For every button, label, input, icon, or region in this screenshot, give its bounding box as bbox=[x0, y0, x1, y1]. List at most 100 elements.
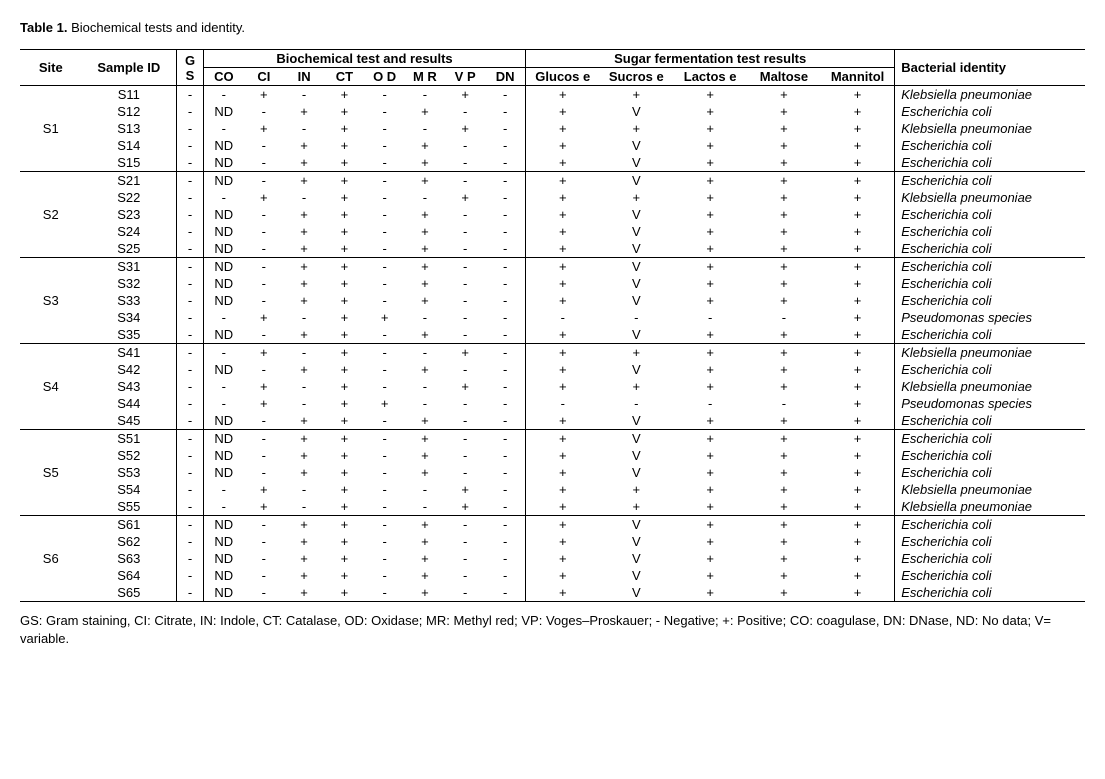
ci-cell: - bbox=[244, 550, 284, 567]
ci-cell: - bbox=[244, 137, 284, 154]
man-cell: + bbox=[821, 447, 895, 464]
ct-cell: + bbox=[324, 206, 364, 223]
suc-cell: - bbox=[599, 395, 673, 412]
table-row: S25-ND-++-+--+V+++Escherichia coli bbox=[20, 240, 1085, 258]
lac-cell: + bbox=[673, 275, 747, 292]
ct-cell: + bbox=[324, 533, 364, 550]
table-row: S54--+-+--+-+++++Klebsiella pneumoniae bbox=[20, 481, 1085, 498]
co-cell: ND bbox=[203, 258, 243, 276]
co-cell: - bbox=[203, 120, 243, 137]
lac-cell: + bbox=[673, 412, 747, 430]
gs-cell: - bbox=[177, 516, 204, 534]
col-sucrose: Sucros e bbox=[599, 68, 673, 86]
table-footnote: GS: Gram staining, CI: Citrate, IN: Indo… bbox=[20, 612, 1085, 647]
gs-cell: - bbox=[177, 172, 204, 190]
mr-cell: - bbox=[405, 309, 445, 326]
dn-cell: - bbox=[485, 240, 525, 258]
ci-cell: - bbox=[244, 275, 284, 292]
ct-cell: + bbox=[324, 326, 364, 344]
identity-cell: Escherichia coli bbox=[895, 240, 1085, 258]
mal-cell: + bbox=[747, 206, 821, 223]
lac-cell: + bbox=[673, 516, 747, 534]
table-row: S44--+-++-------+Pseudomonas species bbox=[20, 395, 1085, 412]
dn-cell: - bbox=[485, 516, 525, 534]
identity-cell: Escherichia coli bbox=[895, 567, 1085, 584]
mr-cell: + bbox=[405, 137, 445, 154]
mr-cell: + bbox=[405, 172, 445, 190]
sample-id-cell: S55 bbox=[82, 498, 177, 516]
od-cell: - bbox=[365, 430, 405, 448]
mr-cell: - bbox=[405, 189, 445, 206]
sample-id-cell: S23 bbox=[82, 206, 177, 223]
suc-cell: V bbox=[599, 275, 673, 292]
in-cell: + bbox=[284, 275, 324, 292]
mr-cell: + bbox=[405, 464, 445, 481]
co-cell: - bbox=[203, 378, 243, 395]
ct-cell: + bbox=[324, 447, 364, 464]
ct-cell: + bbox=[324, 567, 364, 584]
identity-cell: Klebsiella pneumoniae bbox=[895, 344, 1085, 362]
suc-cell: + bbox=[599, 86, 673, 104]
vp-cell: - bbox=[445, 533, 485, 550]
ci-cell: + bbox=[244, 344, 284, 362]
ci-cell: - bbox=[244, 430, 284, 448]
od-cell: - bbox=[365, 292, 405, 309]
suc-cell: + bbox=[599, 498, 673, 516]
mr-cell: + bbox=[405, 533, 445, 550]
ci-cell: - bbox=[244, 516, 284, 534]
gs-cell: - bbox=[177, 103, 204, 120]
dn-cell: - bbox=[485, 86, 525, 104]
suc-cell: V bbox=[599, 447, 673, 464]
lac-cell: + bbox=[673, 103, 747, 120]
mr-cell: - bbox=[405, 395, 445, 412]
vp-cell: + bbox=[445, 86, 485, 104]
co-cell: - bbox=[203, 344, 243, 362]
sample-id-cell: S63 bbox=[82, 550, 177, 567]
dn-cell: - bbox=[485, 103, 525, 120]
table-row: S13--+-+--+-+++++Klebsiella pneumoniae bbox=[20, 120, 1085, 137]
man-cell: + bbox=[821, 378, 895, 395]
table-caption: Table 1. Biochemical tests and identity. bbox=[20, 20, 1085, 35]
identity-cell: Escherichia coli bbox=[895, 550, 1085, 567]
identity-cell: Klebsiella pneumoniae bbox=[895, 498, 1085, 516]
man-cell: + bbox=[821, 584, 895, 602]
glu-cell: + bbox=[526, 361, 600, 378]
vp-cell: + bbox=[445, 481, 485, 498]
mal-cell: + bbox=[747, 258, 821, 276]
site-cell: S1 bbox=[20, 86, 82, 172]
ct-cell: + bbox=[324, 361, 364, 378]
ct-cell: + bbox=[324, 292, 364, 309]
dn-cell: - bbox=[485, 584, 525, 602]
gs-cell: - bbox=[177, 154, 204, 172]
in-cell: + bbox=[284, 533, 324, 550]
suc-cell: + bbox=[599, 120, 673, 137]
dn-cell: - bbox=[485, 412, 525, 430]
od-cell: - bbox=[365, 206, 405, 223]
in-cell: + bbox=[284, 240, 324, 258]
table-row: S15-ND-++-+--+V+++Escherichia coli bbox=[20, 154, 1085, 172]
vp-cell: - bbox=[445, 516, 485, 534]
od-cell: - bbox=[365, 550, 405, 567]
table-row: S2S21-ND-++-+--+V+++Escherichia coli bbox=[20, 172, 1085, 190]
mr-cell: - bbox=[405, 481, 445, 498]
col-group-biochem: Biochemical test and results bbox=[203, 50, 525, 68]
sample-id-cell: S12 bbox=[82, 103, 177, 120]
co-cell: ND bbox=[203, 172, 243, 190]
co-cell: - bbox=[203, 309, 243, 326]
vp-cell: - bbox=[445, 395, 485, 412]
ct-cell: + bbox=[324, 498, 364, 516]
sample-id-cell: S54 bbox=[82, 481, 177, 498]
sample-id-cell: S11 bbox=[82, 86, 177, 104]
gs-cell: - bbox=[177, 412, 204, 430]
mr-cell: + bbox=[405, 361, 445, 378]
ct-cell: + bbox=[324, 412, 364, 430]
ci-cell: - bbox=[244, 584, 284, 602]
identity-cell: Pseudomonas species bbox=[895, 309, 1085, 326]
identity-cell: Klebsiella pneumoniae bbox=[895, 86, 1085, 104]
mr-cell: + bbox=[405, 550, 445, 567]
col-glucose: Glucos e bbox=[526, 68, 600, 86]
in-cell: + bbox=[284, 567, 324, 584]
sample-id-cell: S65 bbox=[82, 584, 177, 602]
mal-cell: + bbox=[747, 481, 821, 498]
sample-id-cell: S25 bbox=[82, 240, 177, 258]
